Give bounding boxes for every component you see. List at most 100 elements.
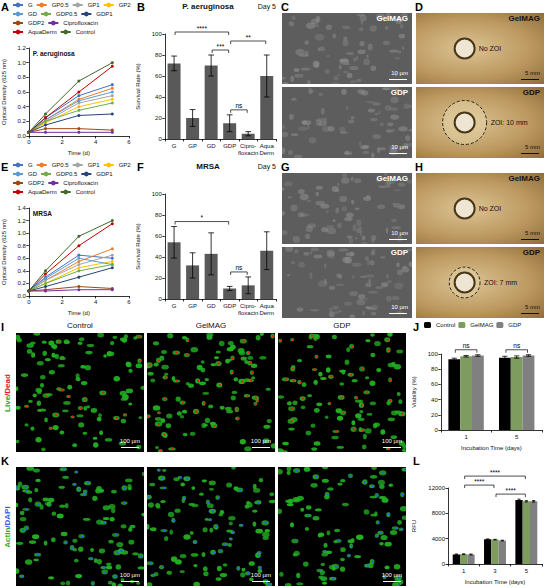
svg-text:GD: GD [28, 11, 38, 17]
svg-text:0.2: 0.2 [17, 118, 26, 124]
svg-text:100: 100 [428, 351, 439, 357]
svg-text:GDP2: GDP2 [28, 180, 45, 186]
svg-text:0.4: 0.4 [17, 268, 26, 274]
svg-text:Cipro-: Cipro- [240, 143, 256, 149]
svg-text:floxacin: floxacin [238, 150, 258, 156]
svg-text:****: **** [490, 469, 501, 476]
svg-text:G: G [28, 162, 33, 168]
svg-text:GP1: GP1 [88, 162, 101, 168]
svg-text:GP2: GP2 [119, 162, 132, 168]
svg-text:0: 0 [27, 139, 31, 145]
svg-text:GDP: GDP [223, 143, 236, 149]
svg-text:MRSA: MRSA [196, 162, 220, 171]
svg-text:AquaDerm: AquaDerm [28, 29, 57, 35]
svg-text:Incubation Time (days): Incubation Time (days) [465, 579, 526, 585]
svg-text:Derm: Derm [259, 310, 274, 316]
svg-text:GD: GD [207, 303, 217, 309]
svg-text:ns: ns [235, 102, 243, 109]
svg-text:20: 20 [155, 275, 162, 281]
svg-text:RFU: RFU [412, 520, 417, 532]
svg-text:Optical Density (625 nm): Optical Density (625 nm) [1, 219, 7, 285]
svg-text:0: 0 [158, 296, 162, 302]
svg-text:Aqua: Aqua [260, 303, 275, 309]
svg-text:1.0: 1.0 [17, 230, 26, 236]
svg-text:GP2: GP2 [119, 2, 132, 8]
svg-text:**: ** [246, 34, 252, 41]
svg-text:2: 2 [61, 139, 65, 145]
svg-text:Control: Control [76, 189, 95, 195]
svg-text:Survival Rate (%): Survival Rate (%) [136, 223, 141, 270]
svg-text:floxacin: floxacin [238, 310, 258, 316]
svg-text:0: 0 [27, 299, 31, 305]
svg-text:0.0: 0.0 [17, 293, 26, 299]
svg-text:100: 100 [152, 31, 163, 37]
svg-text:6: 6 [127, 139, 131, 145]
svg-text:6: 6 [127, 299, 131, 305]
svg-text:Ciprofloxacin: Ciprofloxacin [63, 180, 98, 186]
svg-text:GDP0.5: GDP0.5 [56, 171, 78, 177]
svg-text:1.2: 1.2 [17, 45, 26, 51]
svg-text:0: 0 [158, 136, 162, 142]
svg-text:1.2: 1.2 [17, 218, 26, 224]
svg-text:40: 40 [155, 94, 162, 100]
svg-text:0.0: 0.0 [17, 133, 26, 139]
svg-text:0.4: 0.4 [17, 104, 26, 110]
svg-text:***: *** [217, 43, 225, 50]
svg-text:****: **** [506, 487, 517, 494]
svg-text:80: 80 [155, 52, 162, 58]
svg-text:G: G [172, 143, 177, 149]
svg-text:GP0.5: GP0.5 [52, 2, 70, 8]
svg-text:60: 60 [431, 381, 438, 387]
svg-text:*: * [201, 214, 204, 221]
svg-text:8000: 8000 [432, 510, 446, 516]
svg-text:20: 20 [431, 412, 438, 418]
svg-text:Day 5: Day 5 [258, 3, 276, 11]
svg-text:Incubation Time (days): Incubation Time (days) [461, 445, 522, 451]
svg-text:4: 4 [94, 299, 98, 305]
svg-text:4: 4 [94, 139, 98, 145]
svg-text:Optical Density (625 nm): Optical Density (625 nm) [1, 59, 7, 125]
svg-text:ns: ns [463, 342, 471, 349]
svg-text:60: 60 [155, 73, 162, 79]
svg-text:0.2: 0.2 [17, 280, 26, 286]
svg-text:GDP: GDP [223, 303, 236, 309]
svg-text:0.6: 0.6 [17, 89, 26, 95]
svg-text:Ciprofloxacin: Ciprofloxacin [63, 20, 98, 26]
svg-text:0.8: 0.8 [17, 243, 26, 249]
svg-text:ns: ns [235, 264, 243, 271]
svg-text:GDP0.5: GDP0.5 [56, 11, 78, 17]
svg-text:4000: 4000 [432, 536, 446, 542]
svg-text:ns: ns [513, 342, 521, 349]
svg-text:Derm: Derm [259, 150, 274, 156]
svg-text:1.0: 1.0 [17, 60, 26, 66]
svg-text:Time (d): Time (d) [68, 150, 90, 156]
svg-text:GDP1: GDP1 [96, 171, 113, 177]
svg-text:2: 2 [61, 299, 65, 305]
svg-text:0: 0 [434, 427, 438, 433]
svg-text:MRSA: MRSA [33, 210, 52, 217]
svg-text:12000: 12000 [428, 485, 445, 491]
svg-text:3: 3 [493, 568, 497, 574]
svg-text:GP: GP [188, 303, 197, 309]
svg-text:GP: GP [188, 143, 197, 149]
svg-text:GP0.5: GP0.5 [52, 162, 70, 168]
svg-text:80: 80 [155, 212, 162, 218]
svg-text:****: **** [474, 478, 485, 485]
svg-text:GDP2: GDP2 [28, 20, 45, 26]
svg-text:GelMAG: GelMAG [470, 322, 493, 328]
svg-text:GDP1: GDP1 [96, 11, 113, 17]
svg-text:P. aeruginosa: P. aeruginosa [182, 2, 234, 11]
svg-text:0.6: 0.6 [17, 255, 26, 261]
svg-text:P. aeruginosa: P. aeruginosa [33, 50, 75, 58]
svg-text:Aqua: Aqua [260, 143, 275, 149]
svg-text:GP1: GP1 [88, 2, 101, 8]
svg-text:0: 0 [442, 561, 446, 567]
svg-text:GDP: GDP [508, 322, 521, 328]
svg-text:Time (d): Time (d) [68, 310, 90, 316]
svg-text:GD: GD [28, 171, 38, 177]
svg-text:5: 5 [525, 568, 529, 574]
svg-text:40: 40 [431, 397, 438, 403]
svg-text:60: 60 [155, 233, 162, 239]
svg-text:G: G [172, 303, 177, 309]
svg-text:100: 100 [152, 191, 163, 197]
